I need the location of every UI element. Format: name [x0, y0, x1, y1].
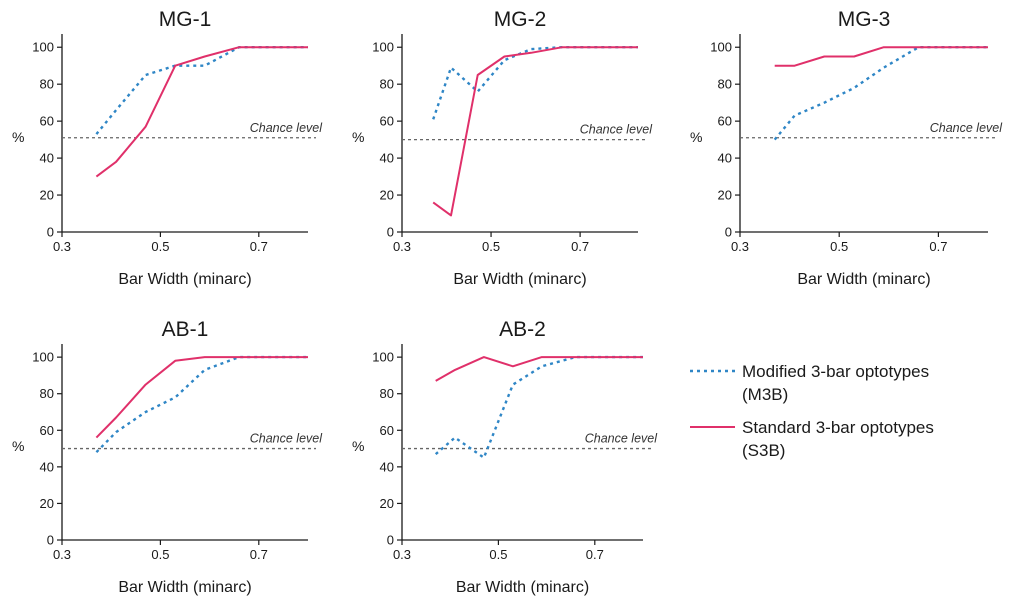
y-tick-label: 100 [710, 40, 732, 55]
y-axis-label: % [12, 129, 24, 145]
y-tick-label: 40 [380, 151, 394, 166]
chance-level-label: Chance level [250, 121, 323, 135]
x-tick-label: 0.7 [250, 547, 268, 562]
x-axis-label: Bar Width (minarc) [453, 271, 586, 288]
x-tick-label: 0.5 [151, 239, 169, 254]
y-tick-label: 100 [32, 40, 54, 55]
y-tick-label: 0 [47, 533, 54, 548]
chart-title: MG-3 [838, 8, 891, 31]
series-line-s3b [432, 46, 638, 217]
y-tick-label: 0 [47, 225, 54, 240]
y-axis-label: % [690, 129, 702, 145]
x-tick-label: 0.3 [393, 547, 411, 562]
chart-title: AB-1 [162, 318, 209, 341]
y-axis-label: % [352, 438, 364, 454]
chart-panel-mg-1: MG-1 0 20 40 60 80 100 0.3 0.5 0.7% Bar Width (min… [12, 8, 323, 288]
legend-m3b-label-line1: Modified 3-bar optotypes [742, 362, 929, 381]
x-tick-label: 0.5 [830, 239, 848, 254]
y-tick-label: 20 [40, 188, 54, 203]
chart-title: MG-2 [494, 8, 547, 31]
x-tick-label: 0.7 [571, 239, 589, 254]
y-tick-label: 20 [718, 188, 732, 203]
y-tick-label: 0 [387, 225, 394, 240]
y-tick-label: 20 [380, 496, 394, 511]
x-tick-label: 0.3 [731, 239, 749, 254]
y-tick-label: 0 [725, 225, 732, 240]
legend-m3b-label-line2: (M3B) [742, 385, 788, 404]
y-tick-label: 40 [40, 459, 54, 474]
chance-level-label: Chance level [585, 432, 658, 446]
y-tick-label: 0 [387, 533, 394, 548]
chart-panel-mg-3: MG-3 0 20 40 60 80 100 0.3 0.5 0.7% Bar Width (min… [690, 8, 1003, 288]
chart-title: MG-1 [159, 8, 212, 31]
legend: Modified 3-bar optotypes (M3B) Standard … [690, 362, 934, 460]
y-tick-label: 80 [380, 386, 394, 401]
x-tick-label: 0.7 [586, 547, 604, 562]
x-tick-label: 0.3 [53, 239, 71, 254]
chance-level-label: Chance level [580, 123, 653, 137]
y-tick-label: 100 [32, 350, 54, 365]
series-line-s3b [435, 356, 643, 382]
chart-panel-ab-2: AB-2 0 20 40 60 80 100 0.3 0.5 0.7% Bar Width (min… [352, 318, 658, 596]
y-tick-label: 20 [40, 496, 54, 511]
y-tick-label: 100 [372, 40, 394, 55]
chance-level-label: Chance level [930, 121, 1003, 135]
y-axis-label: % [12, 438, 24, 454]
y-tick-label: 40 [40, 151, 54, 166]
x-tick-label: 0.7 [929, 239, 947, 254]
legend-s3b-label-line1: Standard 3-bar optotypes [742, 418, 934, 437]
y-tick-label: 60 [718, 114, 732, 129]
y-tick-label: 60 [40, 114, 54, 129]
series-line-s3b [774, 46, 988, 67]
x-tick-label: 0.5 [151, 547, 169, 562]
y-tick-label: 100 [372, 350, 394, 365]
x-tick-label: 0.7 [250, 239, 268, 254]
y-tick-label: 80 [40, 386, 54, 401]
y-tick-label: 80 [718, 77, 732, 92]
y-tick-label: 60 [380, 423, 394, 438]
x-tick-label: 0.3 [53, 547, 71, 562]
x-tick-label: 0.5 [482, 239, 500, 254]
x-axis-label: Bar Width (minarc) [456, 579, 589, 596]
series-line-m3b [95, 355, 308, 454]
x-axis-label: Bar Width (minarc) [118, 579, 251, 596]
series-line-m3b [432, 46, 638, 120]
y-tick-label: 40 [380, 459, 394, 474]
legend-s3b-label-line2: (S3B) [742, 441, 785, 460]
series-line-s3b [95, 46, 308, 178]
chart-panel-ab-1: AB-1 0 20 40 60 80 100 0.3 0.5 0.7% Bar Width (min… [12, 318, 323, 596]
y-tick-label: 20 [380, 188, 394, 203]
x-tick-label: 0.3 [393, 239, 411, 254]
x-axis-label: Bar Width (minarc) [118, 271, 251, 288]
y-tick-label: 80 [380, 77, 394, 92]
chart-title: AB-2 [499, 318, 546, 341]
y-tick-label: 60 [380, 114, 394, 129]
chart-panel-mg-2: MG-2 0 20 40 60 80 100 0.3 0.5 0.7% Bar Width (min… [352, 8, 653, 288]
y-axis-label: % [352, 129, 364, 145]
series-line-s3b [95, 356, 308, 439]
x-axis-label: Bar Width (minarc) [797, 271, 930, 288]
y-tick-label: 60 [40, 423, 54, 438]
y-tick-label: 40 [718, 151, 732, 166]
y-tick-label: 80 [40, 77, 54, 92]
x-tick-label: 0.5 [489, 547, 507, 562]
chance-level-label: Chance level [250, 432, 323, 446]
